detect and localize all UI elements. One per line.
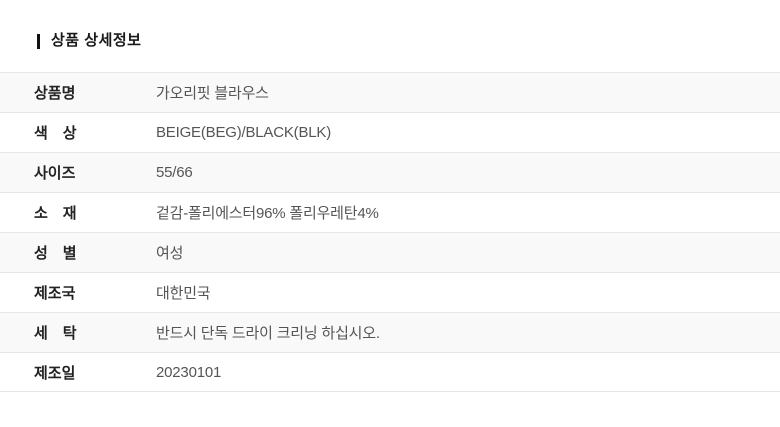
product-detail-table: 상품명 가오리핏 블라우스 색 상 BEIGE(BEG)/BLACK(BLK) … — [0, 72, 780, 392]
row-value: 겉감-폴리에스터96% 폴리우레탄4% — [156, 205, 379, 222]
row-label: 성 별 — [34, 245, 77, 262]
row-label: 사이즈 — [34, 165, 76, 182]
table-row: 사이즈 55/66 — [0, 152, 780, 192]
row-label: 제조일 — [34, 364, 76, 382]
row-value: 20230101 — [156, 363, 222, 381]
table-row: 세 탁 반드시 단독 드라이 크리닝 하십시오. — [0, 312, 780, 352]
page-title: 상품 상세정보 — [51, 32, 142, 49]
row-label: 세 탁 — [34, 325, 77, 342]
section-header: 상품 상세정보 — [0, 0, 780, 72]
title-bar-icon — [37, 34, 40, 49]
row-value: 가오리핏 블라우스 — [156, 85, 269, 102]
table-row: 제조국 대한민국 — [0, 272, 780, 312]
row-value: 55/66 — [156, 164, 193, 181]
table-row: 색 상 BEIGE(BEG)/BLACK(BLK) — [0, 112, 780, 152]
row-label: 상품명 — [34, 85, 76, 102]
table-row: 성 별 여성 — [0, 232, 780, 272]
row-label: 색 상 — [34, 125, 77, 142]
row-value: BEIGE(BEG)/BLACK(BLK) — [156, 124, 332, 141]
table-row: 상품명 가오리핏 블라우스 — [0, 72, 780, 112]
row-value: 여성 — [156, 245, 184, 262]
row-value: 대한민국 — [156, 285, 211, 302]
row-label: 소 재 — [34, 205, 77, 222]
table-row: 소 재 겉감-폴리에스터96% 폴리우레탄4% — [0, 192, 780, 232]
table-row: 제조일 20230101 — [0, 352, 780, 392]
row-value: 반드시 단독 드라이 크리닝 하십시오. — [156, 325, 380, 342]
product-detail-page: 상품 상세정보 상품명 가오리핏 블라우스 색 상 BEIGE(BEG)/BLA… — [0, 0, 780, 392]
row-label: 제조국 — [34, 285, 76, 302]
